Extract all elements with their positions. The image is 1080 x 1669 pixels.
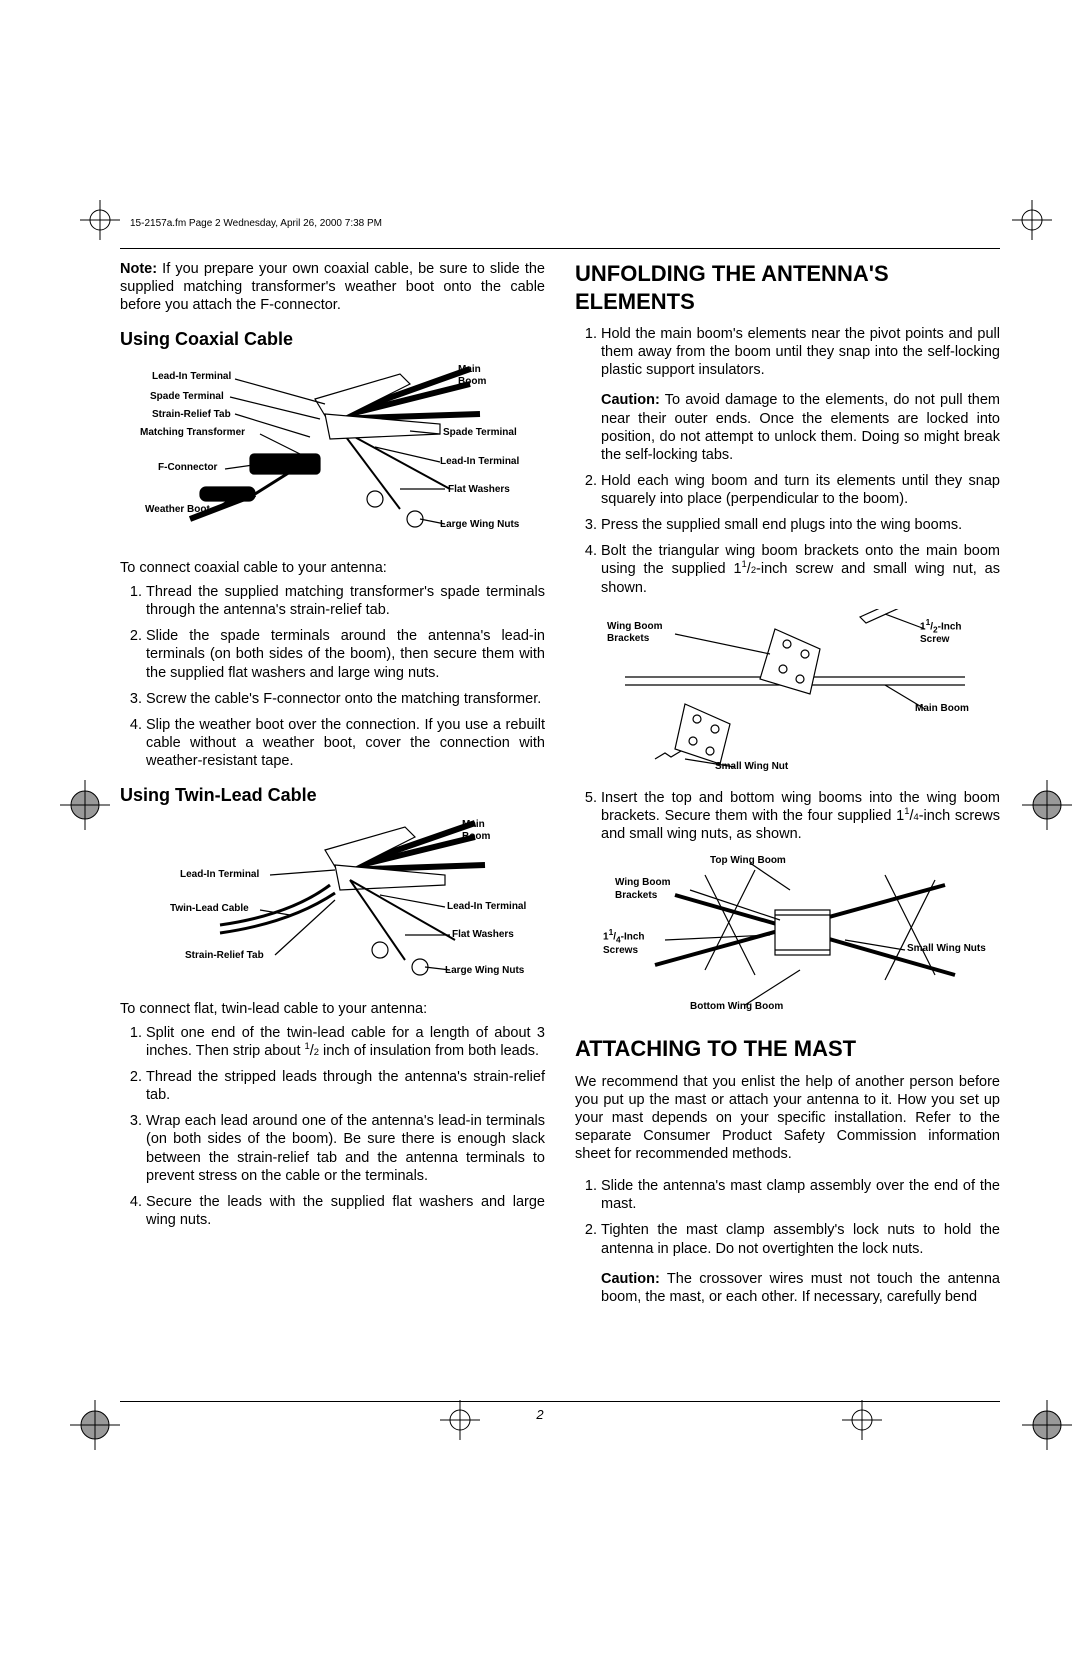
left-column: Note: If you prepare your own coaxial ca… [120,260,545,1241]
figr2-label: 11/4-InchScrews [603,927,663,957]
intro-mast: We recommend that you enlist the help of… [575,1073,1000,1164]
figure-twinlead: MainBoom Lead-In Terminal Twin-Lead Cabl… [140,815,530,990]
fig1-label: Large Wing Nuts [440,519,519,532]
steps-mast: Slide the antenna's mast clamp assembly … [575,1177,1000,1258]
step-item: Screw the cable's F-connector onto the m… [146,690,545,708]
step-item: Hold each wing boom and turn its element… [601,472,1000,508]
fig1-label: Spade Terminal [443,427,517,440]
step-item: Insert the top and bottom wing booms int… [601,789,1000,843]
figr1-label: Main Boom [915,703,969,716]
figr2-label: Wing BoomBrackets [615,877,685,902]
fig1-label: Spade Terminal [150,391,224,404]
step-item: Slide the spade terminals around the ant… [146,627,545,681]
note-text: Note: If you prepare your own coaxial ca… [120,260,545,314]
figure-coaxial: Lead-In Terminal Spade Terminal Strain-R… [140,359,530,549]
caution-mast: Caution: The crossover wires must not to… [601,1270,1000,1306]
steps-unfolding: Hold the main boom's elements near the p… [575,325,1000,379]
intro-twinlead: To connect flat, twin-lead cable to your… [120,1000,545,1018]
right-column: UNFOLDING THE ANTENNA'S ELEMENTS Hold th… [575,260,1000,1314]
step-item: Bolt the triangular wing boom brackets o… [601,542,1000,596]
bottom-rule [120,1401,1000,1402]
fig1-label: MainBoom [458,364,508,389]
figr2-label: Bottom Wing Boom [690,1001,783,1014]
page-content: Note: If you prepare your own coaxial ca… [80,200,1000,1430]
heading-unfolding: UNFOLDING THE ANTENNA'S ELEMENTS [575,260,1000,315]
heading-twinlead: Using Twin-Lead Cable [120,784,545,807]
step-item: Hold the main boom's elements near the p… [601,325,1000,379]
figr1-label: 11/2-InchScrew [920,617,980,647]
heading-mast: ATTACHING TO THE MAST [575,1035,1000,1063]
step-item: Thread the supplied matching transformer… [146,583,545,619]
crop-mark-tr [1012,200,1040,228]
fig1-label: F-Connector [158,462,217,475]
figure-wings: Top Wing Boom Wing BoomBrackets 11/4-Inc… [595,855,985,1025]
steps-unfolding-3: Insert the top and bottom wing booms int… [575,789,1000,843]
step-item: Wrap each lead around one of the antenna… [146,1112,545,1185]
figr1-label: Small Wing Nut [715,761,788,774]
page-number: 2 [80,1407,1000,1422]
fig1-label: Lead-In Terminal [440,456,519,469]
fig2-label: Lead-In Terminal [180,869,259,882]
intro-coaxial: To connect coaxial cable to your antenna… [120,559,545,577]
fig2-label: MainBoom [462,819,512,844]
step-item: Press the supplied small end plugs into … [601,516,1000,534]
top-rule [120,248,1000,249]
fig2-label: Lead-In Terminal [447,901,526,914]
step-item: Tighten the mast clamp assembly's lock n… [601,1221,1000,1257]
fig1-label: Matching Transformer [140,427,245,440]
fig2-label: Twin-Lead Cable [170,903,249,916]
crop-mark-br [1022,1400,1050,1428]
fig2-label: Large Wing Nuts [445,965,524,978]
steps-unfolding-2: Hold each wing boom and turn its element… [575,472,1000,597]
step-item: Split one end of the twin-lead cable for… [146,1024,545,1060]
fig1-label: Weather Boot [145,504,210,517]
step-item: Slip the weather boot over the connectio… [146,716,545,770]
caution-unfolding: Caution: To avoid damage to the elements… [601,391,1000,464]
figr2-label: Small Wing Nuts [907,943,986,956]
crop-mark-mr [1022,780,1050,808]
fig1-label: Lead-In Terminal [152,371,231,384]
figr1-label: Wing BoomBrackets [607,621,677,646]
fig1-label: Flat Washers [448,484,510,497]
fig2-label: Strain-Relief Tab [185,950,264,963]
step-item: Thread the stripped leads through the an… [146,1068,545,1104]
figr2-label: Top Wing Boom [710,855,786,868]
steps-coaxial: Thread the supplied matching transformer… [120,583,545,770]
heading-coaxial: Using Coaxial Cable [120,328,545,351]
step-item: Secure the leads with the supplied flat … [146,1193,545,1229]
fig1-label: Strain-Relief Tab [152,409,231,422]
figure-brackets: Wing BoomBrackets 11/2-InchScrew Main Bo… [595,609,985,779]
step-item: Slide the antenna's mast clamp assembly … [601,1177,1000,1213]
fig2-label: Flat Washers [452,929,514,942]
steps-twinlead: Split one end of the twin-lead cable for… [120,1024,545,1229]
